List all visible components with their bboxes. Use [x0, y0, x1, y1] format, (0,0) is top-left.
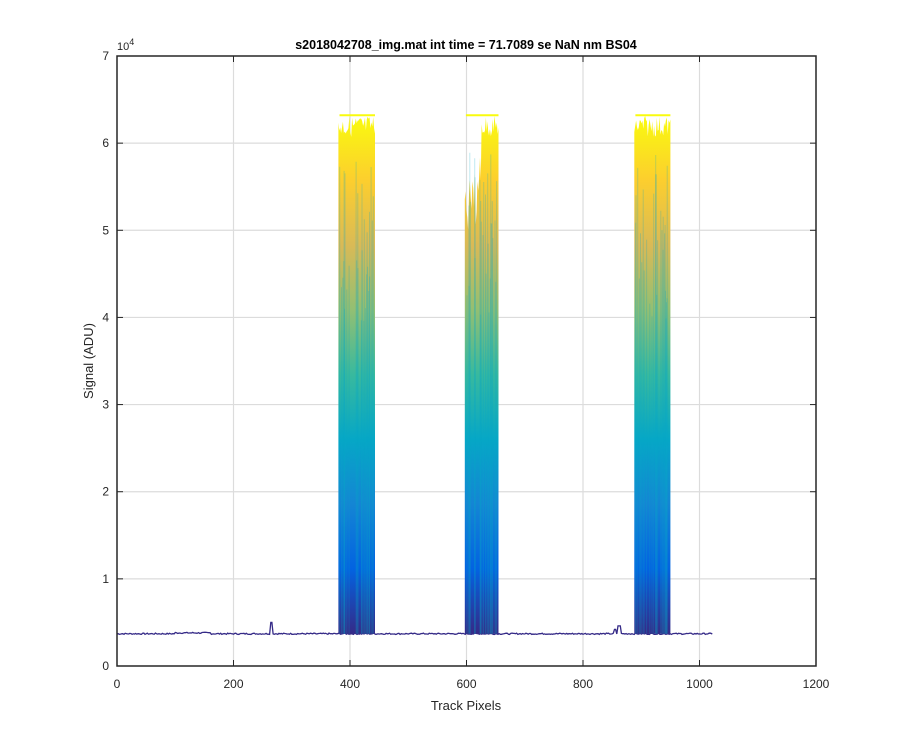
x-axis-label: Track Pixels — [431, 698, 502, 713]
y-exponent-label: 104 — [117, 37, 134, 53]
x-tick-label: 200 — [223, 677, 243, 691]
x-tick-label: 0 — [114, 677, 121, 691]
y-tick-label: 4 — [102, 310, 109, 324]
y-tick-label: 0 — [102, 659, 109, 673]
x-tick-label: 1000 — [686, 677, 713, 691]
y-tick-label: 2 — [102, 485, 109, 499]
peak-fill — [338, 116, 375, 634]
peak-fill — [634, 115, 671, 634]
y-axis-label: Signal (ADU) — [81, 323, 96, 399]
y-tick-label: 1 — [102, 572, 109, 586]
y-tick-labels: 0 1 2 3 4 5 6 7 — [102, 49, 109, 673]
peak-1 — [338, 114, 375, 634]
y-exponent-base: 10 — [117, 41, 129, 53]
x-tick-label: 800 — [573, 677, 593, 691]
peak-3 — [634, 114, 671, 634]
peak-2 — [464, 114, 499, 634]
x-tick-labels: 0 200 400 600 800 1000 1200 — [114, 677, 830, 691]
baseline-trace — [117, 621, 713, 636]
x-tick-label: 1200 — [803, 677, 830, 691]
y-tick-label: 7 — [102, 49, 109, 63]
signal-series — [117, 114, 713, 636]
chart-title: s2018042708_img.mat int time = 71.7089 s… — [295, 38, 637, 52]
y-tick-label: 5 — [102, 223, 109, 237]
peak-fill — [464, 115, 499, 634]
y-tick-label: 3 — [102, 398, 109, 412]
x-tick-label: 400 — [340, 677, 360, 691]
ticks — [116, 55, 817, 667]
y-tick-label: 6 — [102, 136, 109, 150]
x-tick-label: 600 — [456, 677, 476, 691]
y-exponent-power: 4 — [129, 37, 134, 47]
